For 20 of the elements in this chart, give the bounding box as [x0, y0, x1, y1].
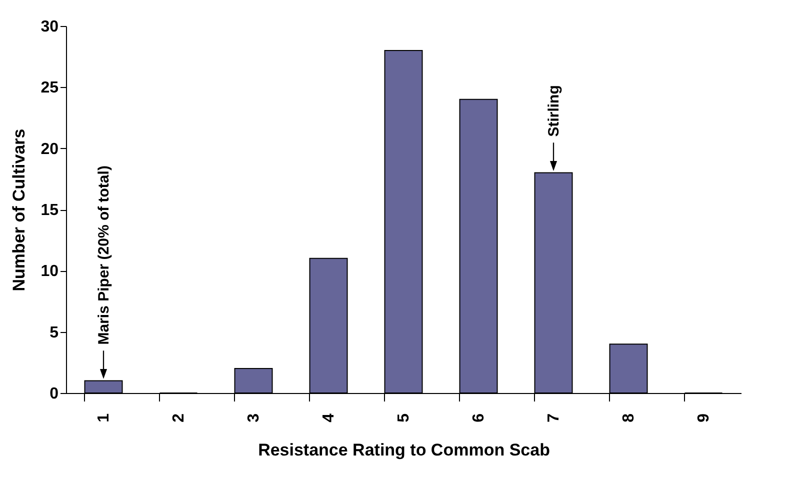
- x-tick-label: 7: [546, 413, 562, 422]
- y-tick-label: 15: [40, 202, 59, 219]
- y-tick-label: 30: [40, 18, 59, 36]
- x-tick-label: 1: [96, 413, 112, 422]
- x-tick-label: 9: [696, 413, 712, 422]
- y-tick-label: 20: [40, 140, 59, 158]
- annotation: Maris Piper (20% of total): [96, 166, 112, 345]
- x-tick-label: 8: [620, 413, 638, 422]
- y-axis-title: Number of Cultivars: [10, 128, 29, 292]
- y-tick-label: 25: [40, 80, 59, 97]
- x-tick-label: 3: [246, 413, 262, 422]
- x-tick-label: 4: [320, 413, 338, 422]
- y-tick-label: 0: [50, 386, 59, 402]
- x-axis-title: Resistance Rating to Common Scab: [258, 440, 550, 460]
- x-tick-label: 6: [470, 413, 488, 422]
- x-tick-label: 5: [396, 413, 412, 422]
- x-tick-label: 2: [170, 413, 188, 422]
- y-tick-label: 5: [50, 324, 59, 342]
- annotation: Stirling: [546, 85, 562, 137]
- y-tick-label: 10: [40, 263, 59, 280]
